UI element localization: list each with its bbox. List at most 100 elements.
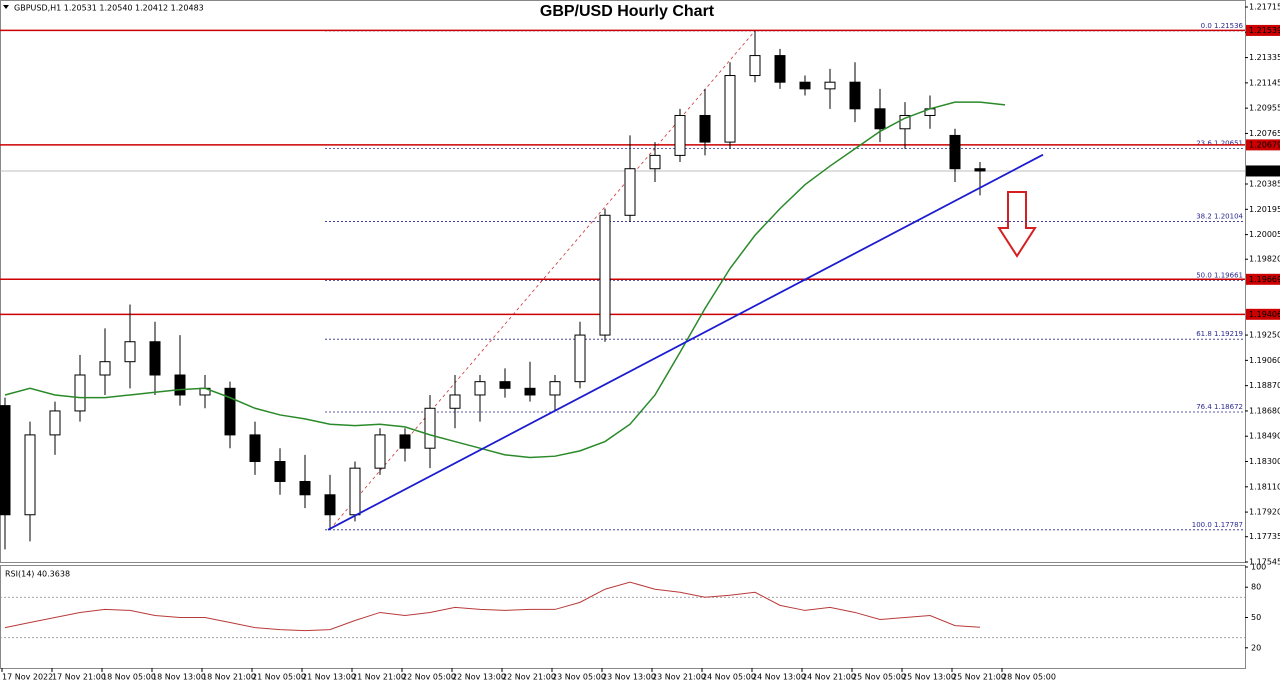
x-tick-label: 23 Nov 21:00 (652, 673, 706, 682)
level-box (1246, 139, 1280, 151)
x-tick-label: 22 Nov 13:00 (452, 673, 506, 682)
y-tick-label: 1.18870 (1249, 381, 1280, 390)
candle-body (149, 341, 161, 376)
fib-value: 1.20651 (1214, 140, 1243, 148)
x-tick-label: 22 Nov 05:00 (402, 673, 456, 682)
candle-body (874, 108, 886, 130)
down-arrow (997, 191, 1037, 258)
candle-body (524, 387, 536, 396)
fib-label: 61.8 1.19219 (1196, 330, 1243, 338)
candle-body (224, 387, 236, 436)
x-tick-label: 24 Nov 13:00 (752, 673, 806, 682)
candle-body (949, 134, 961, 170)
candle-body (649, 154, 661, 170)
header-icon (3, 5, 9, 9)
candle-body (974, 168, 986, 172)
chart-title: GBP/USD Hourly Chart (540, 3, 715, 20)
candle-body (674, 114, 686, 156)
candle-body (99, 361, 111, 376)
y-tick-label: 1.20765 (1249, 129, 1280, 138)
candle-body (724, 75, 736, 143)
level-label: 1.20679 (1249, 140, 1280, 149)
x-tick-label: 17 Nov 2022 (2, 673, 53, 682)
y-tick-label: 50 (1251, 613, 1261, 622)
y-tick-label: 1.21145 (1249, 78, 1280, 87)
candle-body (574, 334, 586, 383)
candle-body (474, 381, 486, 396)
candle-body (824, 81, 836, 90)
y-tick-label: 20 (1251, 643, 1261, 652)
candle-body (274, 461, 286, 482)
candle-body (174, 374, 186, 396)
fib-value: 1.19661 (1214, 271, 1243, 279)
x-tick-label: 23 Nov 05:00 (552, 673, 606, 682)
level-label: 1.19669 (1249, 275, 1280, 284)
fib-value: 1.17787 (1214, 521, 1243, 529)
y-tick-label: 1.18110 (1249, 482, 1280, 491)
candle-body (749, 55, 761, 77)
y-tick-label: 100 (1251, 563, 1266, 572)
candle-body (424, 407, 436, 449)
x-tick-label: 22 Nov 21:00 (502, 673, 556, 682)
candle-body (124, 341, 136, 363)
y-tick-label: 1.20195 (1249, 205, 1280, 214)
current-price-box (1246, 165, 1280, 177)
rsi-line (4, 581, 981, 632)
moving-average (4, 101, 1006, 459)
level-box (1246, 308, 1280, 320)
x-tick-label: 21 Nov 05:00 (252, 673, 306, 682)
price-panel (0, 0, 1246, 563)
y-tick-label: 1.19060 (1249, 356, 1280, 365)
y-tick-label: 1.19250 (1249, 331, 1280, 340)
x-tick-label: 24 Nov 21:00 (802, 673, 856, 682)
fib-ratio: 61.8 (1196, 330, 1212, 338)
x-tick-label: 21 Nov 21:00 (352, 673, 406, 682)
fib-label: 76.4 1.18672 (1196, 403, 1243, 411)
x-tick-label: 25 Nov 13:00 (902, 673, 956, 682)
candle-body (449, 394, 461, 409)
fib-label: 23.6 1.20651 (1196, 140, 1243, 148)
y-tick-label: 1.18300 (1249, 457, 1280, 466)
y-tick-label: 1.17735 (1249, 532, 1280, 541)
y-tick-label: 1.20955 (1249, 104, 1280, 113)
candle-body (249, 434, 261, 463)
fib-ratio: 23.6 (1196, 140, 1212, 148)
fib-ratio: 100.0 (1192, 521, 1212, 529)
candle-body (0, 405, 11, 516)
fib-ratio: 38.2 (1196, 212, 1212, 220)
trendline (327, 153, 1044, 531)
candle-body (349, 467, 361, 516)
y-tick-label: 1.20005 (1249, 230, 1280, 239)
y-tick-label: 1.21335 (1249, 53, 1280, 62)
y-tick-label: 1.17920 (1249, 508, 1280, 517)
level-box (1246, 273, 1280, 285)
candle-body (774, 55, 786, 83)
level-box (1246, 24, 1280, 36)
x-tick-label: 18 Nov 21:00 (202, 673, 256, 682)
candle-body (24, 434, 36, 516)
fib-label: 0.0 1.21536 (1201, 22, 1244, 30)
candle-body (49, 410, 61, 436)
y-tick-label: 80 (1251, 583, 1261, 592)
candle-body (899, 114, 911, 130)
y-tick-label: 1.18680 (1249, 406, 1280, 415)
y-tick-label: 1.19820 (1249, 255, 1280, 264)
y-tick-label: 1.21715 (1249, 3, 1280, 12)
x-tick-label: 28 Nov 05:00 (1002, 673, 1056, 682)
fib-label: 100.0 1.17787 (1192, 521, 1243, 529)
fib-label: 38.2 1.20104 (1196, 212, 1243, 220)
current-price-label: 1.20483 (1249, 166, 1280, 175)
x-tick-label: 24 Nov 05:00 (702, 673, 756, 682)
fib-ratio: 50.0 (1196, 271, 1212, 279)
candle-body (74, 374, 86, 412)
y-tick-label: 1.17545 (1249, 558, 1280, 567)
x-tick-label: 18 Nov 05:00 (102, 673, 156, 682)
candle-body (399, 434, 411, 449)
candle-body (699, 114, 711, 143)
y-tick-label: 1.20385 (1249, 180, 1280, 189)
x-tick-label: 25 Nov 21:00 (952, 673, 1006, 682)
candle-body (549, 381, 561, 396)
fib-value: 1.18672 (1214, 403, 1243, 411)
